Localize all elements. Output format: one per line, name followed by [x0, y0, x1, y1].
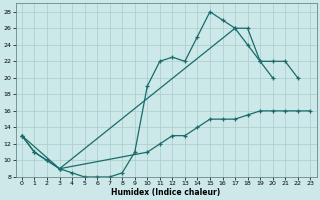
X-axis label: Humidex (Indice chaleur): Humidex (Indice chaleur): [111, 188, 221, 197]
